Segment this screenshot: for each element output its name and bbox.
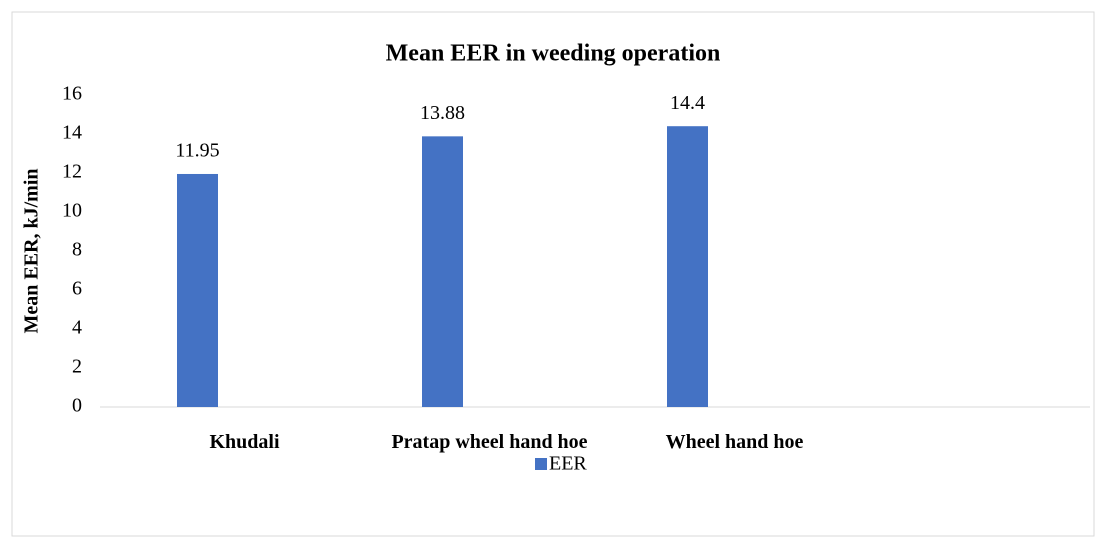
- bar: [422, 136, 463, 407]
- x-tick-label: Pratap wheel hand hoe: [391, 431, 587, 453]
- y-tick-label: 0: [72, 395, 82, 417]
- y-tick-label: 10: [62, 200, 82, 222]
- chart-title: Mean EER in weeding operation: [386, 41, 721, 67]
- data-label: 11.95: [175, 140, 219, 162]
- y-tick-label: 8: [72, 239, 82, 261]
- y-tick-label: 2: [72, 356, 82, 378]
- y-tick-label: 16: [62, 83, 82, 105]
- legend-label: EER: [549, 453, 587, 475]
- data-label: 13.88: [420, 102, 465, 124]
- x-tick-label: Khudali: [209, 431, 279, 453]
- y-tick-label: 14: [62, 122, 82, 144]
- bar: [177, 173, 218, 407]
- y-tick-label: 4: [72, 317, 82, 339]
- data-label: 14.4: [670, 92, 705, 114]
- legend-swatch: [535, 458, 547, 470]
- bar: [667, 126, 708, 407]
- y-axis-title: Mean EER, kJ/min: [21, 168, 43, 333]
- y-tick-label: 12: [62, 161, 82, 183]
- y-tick-label: 6: [72, 278, 82, 300]
- x-tick-label: Wheel hand hoe: [666, 431, 804, 453]
